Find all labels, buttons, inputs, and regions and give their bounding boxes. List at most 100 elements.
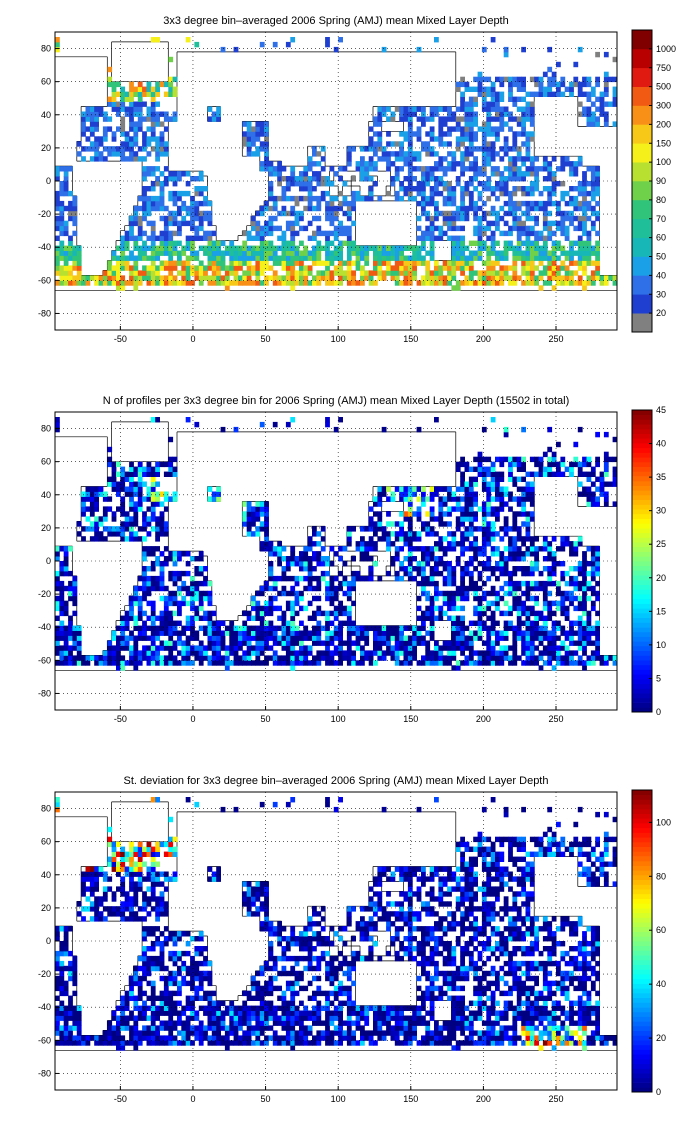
data-bin — [137, 146, 143, 152]
data-bin — [168, 436, 174, 443]
data-bin — [137, 481, 143, 487]
data-bin — [55, 556, 60, 562]
data-bin — [551, 255, 557, 261]
data-bin — [455, 620, 461, 626]
data-bin — [473, 511, 478, 517]
data-bin — [72, 210, 78, 217]
data-bin — [516, 116, 522, 122]
data-bin — [150, 126, 156, 132]
data-bin — [499, 280, 505, 286]
data-bin — [76, 635, 82, 641]
data-bin — [547, 660, 553, 666]
data-bin — [351, 660, 356, 666]
data-bin — [486, 561, 492, 567]
data-bin — [416, 190, 422, 197]
data-bin — [55, 166, 60, 172]
data-bin — [560, 181, 566, 187]
data-bin — [207, 280, 213, 286]
data-bin — [129, 126, 134, 132]
data-bin — [368, 245, 374, 251]
data-bin — [68, 650, 73, 656]
data-bin — [595, 121, 600, 127]
data-bin — [63, 566, 69, 572]
data-bin — [338, 270, 343, 276]
data-bin — [564, 645, 570, 651]
mld-mean-panel: 3x3 degree bin–averaged 2006 Spring (AMJ… — [0, 0, 696, 380]
data-bin — [447, 161, 452, 167]
data-bin — [355, 245, 361, 251]
data-bin — [150, 106, 156, 112]
data-bin — [394, 260, 400, 266]
data-bin — [508, 200, 513, 207]
data-bin — [534, 250, 539, 256]
data-bin — [124, 511, 130, 517]
data-bin — [425, 235, 431, 241]
data-bin — [473, 610, 478, 617]
data-bin — [421, 486, 426, 492]
data-bin — [429, 600, 435, 607]
data-bin — [503, 245, 509, 251]
data-bin — [577, 426, 583, 433]
data-bin — [120, 625, 126, 631]
data-bin — [268, 220, 274, 227]
colorbar-segment — [632, 124, 652, 144]
data-bin — [207, 240, 213, 246]
data-bin — [412, 131, 417, 137]
data-bin — [190, 615, 195, 621]
data-bin — [172, 655, 178, 661]
data-bin — [521, 570, 526, 577]
data-bin — [525, 516, 531, 522]
data-bin — [342, 275, 348, 281]
data-bin — [272, 421, 278, 428]
data-bin — [377, 116, 383, 122]
data-bin — [556, 240, 561, 246]
data-bin — [464, 136, 470, 142]
data-bin — [172, 551, 178, 557]
data-bin — [320, 166, 326, 172]
data-bin — [612, 501, 618, 507]
data-bin — [299, 265, 304, 271]
data-bin — [142, 650, 147, 656]
data-bin — [429, 151, 435, 157]
data-bin — [246, 146, 252, 152]
data-bin — [203, 200, 208, 207]
data-bin — [499, 526, 505, 532]
data-bin — [512, 76, 518, 83]
data-bin — [233, 270, 239, 276]
data-bin — [168, 171, 174, 177]
data-bin — [564, 250, 570, 256]
data-bin — [168, 210, 174, 217]
data-bin — [508, 161, 513, 167]
data-bin — [255, 650, 261, 656]
data-bin — [516, 476, 522, 482]
data-bin — [211, 620, 217, 626]
data-bin — [442, 265, 448, 271]
data-bin — [360, 195, 365, 202]
data-bin — [59, 580, 65, 587]
data-bin — [451, 566, 457, 572]
data-bin — [529, 121, 535, 127]
data-bin — [525, 156, 531, 162]
data-bin — [481, 526, 487, 532]
data-bin — [473, 156, 478, 162]
colorbar-label: 40 — [656, 270, 666, 280]
data-bin — [346, 620, 352, 626]
data-bin — [438, 166, 444, 172]
data-bin — [81, 496, 86, 502]
data-bin — [281, 255, 287, 261]
data-bin — [468, 640, 474, 646]
data-bin — [490, 610, 496, 617]
data-bin — [503, 46, 509, 53]
data-bin — [508, 496, 513, 502]
data-bin — [477, 451, 483, 458]
data-bin — [521, 176, 526, 182]
data-bin — [525, 585, 531, 592]
data-bin — [586, 610, 592, 617]
data-bin — [438, 536, 444, 542]
data-bin — [386, 141, 391, 147]
data-bin — [172, 456, 178, 463]
data-bin — [264, 541, 269, 547]
data-bin — [364, 526, 370, 532]
data-bin — [281, 245, 287, 251]
data-bin — [508, 190, 513, 197]
